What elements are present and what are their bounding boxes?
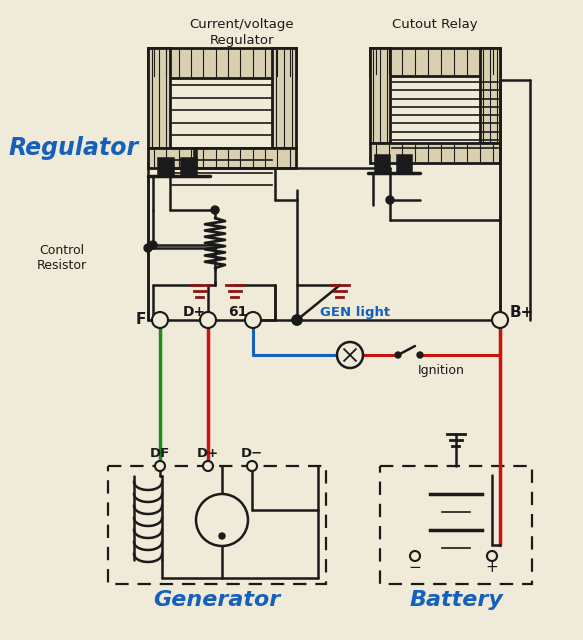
Text: GEN light: GEN light	[320, 305, 390, 319]
Circle shape	[149, 241, 157, 249]
Circle shape	[196, 494, 248, 546]
Text: 61: 61	[228, 305, 247, 319]
Circle shape	[487, 551, 497, 561]
Text: Control
Resistor: Control Resistor	[37, 244, 87, 272]
Bar	[148, 148, 296, 168]
Circle shape	[337, 342, 363, 368]
Text: DF: DF	[150, 447, 170, 460]
Bar	[375, 155, 389, 173]
Circle shape	[152, 312, 168, 328]
Bar	[181, 158, 196, 176]
Text: Battery: Battery	[409, 590, 503, 610]
Circle shape	[417, 352, 423, 358]
Circle shape	[203, 461, 213, 471]
Circle shape	[211, 206, 219, 214]
Circle shape	[155, 461, 165, 471]
Circle shape	[247, 461, 257, 471]
Text: +: +	[486, 561, 498, 575]
Bar	[370, 143, 500, 163]
Text: B+: B+	[510, 305, 535, 319]
Text: D+: D+	[183, 305, 206, 319]
Bar	[108, 466, 326, 584]
Circle shape	[144, 244, 152, 252]
Circle shape	[292, 315, 302, 325]
Bar	[480, 48, 500, 143]
Bar	[158, 158, 173, 176]
Circle shape	[395, 352, 401, 358]
Bar	[148, 48, 170, 148]
Bar	[397, 155, 411, 173]
Text: D+: D+	[197, 447, 219, 460]
Text: Ignition: Ignition	[418, 364, 465, 376]
Bar	[380, 466, 532, 584]
Bar	[370, 48, 500, 76]
Text: Current/voltage
Regulator: Current/voltage Regulator	[189, 18, 294, 47]
Circle shape	[245, 312, 261, 328]
Circle shape	[292, 315, 302, 325]
Bar	[148, 48, 296, 78]
Bar	[272, 48, 296, 148]
Text: D−: D−	[241, 447, 263, 460]
Text: −: −	[409, 561, 422, 575]
Text: Cutout Relay: Cutout Relay	[392, 18, 478, 31]
Text: Regulator: Regulator	[8, 136, 138, 160]
Text: F: F	[136, 312, 146, 326]
Text: Generator: Generator	[153, 590, 280, 610]
Circle shape	[386, 196, 394, 204]
Bar	[370, 48, 390, 143]
Circle shape	[219, 533, 225, 539]
Circle shape	[492, 312, 508, 328]
Circle shape	[410, 551, 420, 561]
Circle shape	[200, 312, 216, 328]
